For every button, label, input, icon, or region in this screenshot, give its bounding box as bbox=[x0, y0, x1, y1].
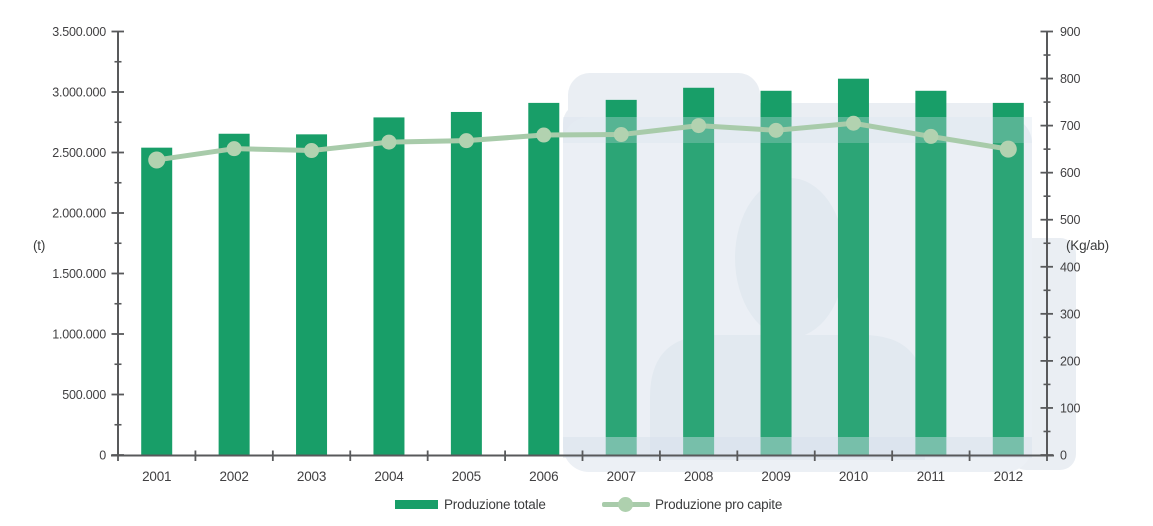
x-axis-year-label: 2012 bbox=[994, 469, 1023, 484]
left-axis-tick-label: 0 bbox=[99, 449, 106, 463]
x-axis-year-label: 2001 bbox=[142, 469, 171, 484]
legend-label-produzione-pro-capite: Produzione pro capite bbox=[655, 496, 783, 512]
x-axis-year-label: 2003 bbox=[297, 469, 326, 484]
x-axis-year-label: 2007 bbox=[607, 469, 636, 484]
x-axis-year-label: 2006 bbox=[529, 469, 558, 484]
left-axis-tick-label: 3.500.000 bbox=[52, 25, 106, 39]
line-marker-2002 bbox=[226, 141, 242, 157]
right-axis-tick-label: 700 bbox=[1060, 119, 1081, 133]
x-axis-year-label: 2004 bbox=[374, 469, 404, 484]
right-axis-tick-label: 900 bbox=[1060, 25, 1081, 39]
legend-label-produzione-totale: Produzione totale bbox=[444, 496, 546, 512]
bar-2012 bbox=[992, 102, 1024, 455]
x-axis-year-label: 2011 bbox=[917, 469, 945, 484]
line-marker-dot bbox=[618, 496, 633, 512]
line-marker-2012 bbox=[999, 140, 1017, 158]
bar-2006 bbox=[528, 102, 560, 455]
right-axis-tick-label: 600 bbox=[1060, 166, 1081, 180]
right-axis-tick-label: 500 bbox=[1060, 213, 1081, 227]
left-axis-tick-label: 3.000.000 bbox=[52, 86, 106, 100]
left-axis-tick-label: 1.500.000 bbox=[52, 267, 106, 281]
line-marker-2001 bbox=[148, 151, 166, 169]
right-axis-tick-label: 300 bbox=[1060, 307, 1081, 321]
bar-2011 bbox=[915, 90, 947, 455]
x-axis-year-label: 2005 bbox=[452, 469, 481, 484]
trend-line bbox=[154, 120, 1011, 163]
line-marker-2004 bbox=[381, 134, 397, 150]
legend-item-produzione-totale: Produzione totale bbox=[395, 495, 546, 513]
x-axis-year-label: 2009 bbox=[761, 469, 790, 484]
right-axis-tick-label: 200 bbox=[1060, 354, 1081, 368]
x-axis-year-label: 2010 bbox=[839, 469, 868, 484]
right-axis-tick-label: 400 bbox=[1060, 260, 1081, 274]
x-axis-year-label: 2002 bbox=[220, 469, 249, 484]
legend-item-produzione-pro-capite: Produzione pro capite bbox=[602, 495, 782, 513]
watermark-overlay-body bbox=[563, 143, 1032, 437]
line-marker-2010 bbox=[845, 115, 861, 131]
right-axis-tick-label: 0 bbox=[1060, 449, 1067, 463]
left-axis-tick-label: 2.500.000 bbox=[52, 146, 106, 160]
x-axis-year-label: 2008 bbox=[684, 469, 713, 484]
bar-2002 bbox=[218, 133, 250, 455]
right-axis-tick-label: 100 bbox=[1060, 401, 1081, 415]
bar-2005 bbox=[450, 111, 482, 455]
line-marker-2005 bbox=[458, 133, 474, 149]
line-marker-2003 bbox=[304, 143, 320, 159]
right-axis-unit-label: (Kg/ab) bbox=[1066, 238, 1109, 253]
line-marker-2011 bbox=[923, 128, 939, 144]
bar-2010 bbox=[837, 78, 869, 455]
bar-2008 bbox=[683, 87, 715, 455]
left-axis-tick-label: 2.000.000 bbox=[52, 207, 106, 221]
line-marker-2007 bbox=[613, 127, 629, 143]
bar-2001 bbox=[141, 147, 173, 455]
bar-series-swatch bbox=[395, 499, 438, 509]
left-axis-tick-label: 1.000.000 bbox=[52, 328, 106, 342]
bar-2004 bbox=[373, 117, 405, 455]
left-axis-unit-label: (t) bbox=[33, 238, 46, 253]
right-axis-tick-label: 800 bbox=[1060, 72, 1081, 86]
watermark-overlay-bottom-band bbox=[563, 437, 1032, 458]
line-marker-2006 bbox=[536, 127, 552, 143]
bar-2007 bbox=[605, 99, 637, 456]
line-series-swatch bbox=[602, 496, 650, 512]
bar-2003 bbox=[296, 134, 328, 455]
left-axis-tick-label: 500.000 bbox=[62, 388, 106, 402]
line-marker-2009 bbox=[768, 122, 784, 138]
bar-2009 bbox=[760, 90, 792, 455]
line-marker-2008 bbox=[691, 118, 707, 134]
